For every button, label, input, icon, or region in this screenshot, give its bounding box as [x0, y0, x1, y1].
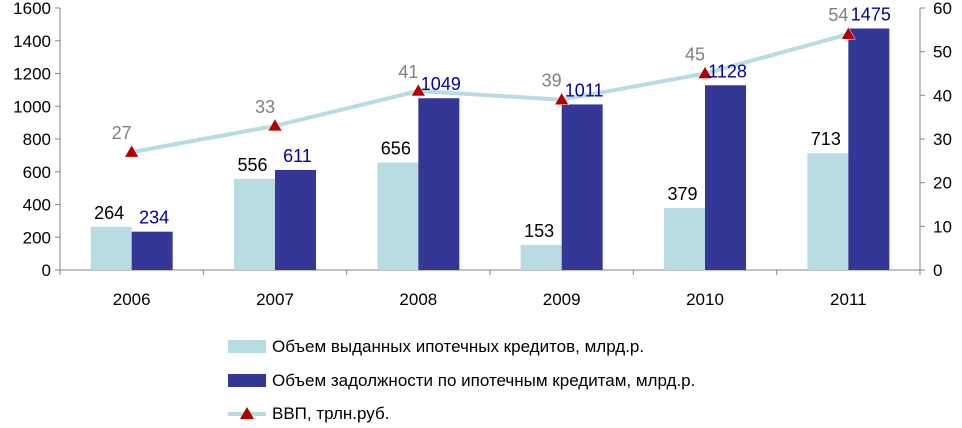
left-tick-label: 0	[42, 261, 51, 280]
left-tick-label: 1000	[13, 97, 51, 116]
data-label-gdp: 27	[112, 123, 132, 143]
x-tick-label: 2010	[686, 290, 724, 309]
data-label-issued: 153	[524, 221, 554, 241]
data-label-gdp: 45	[685, 45, 705, 65]
x-tick-label: 2008	[399, 290, 437, 309]
bar-debt	[131, 231, 173, 270]
legend-swatch-gdp-marker	[240, 407, 254, 419]
bar-debt	[418, 98, 460, 270]
bar-issued	[90, 226, 132, 270]
data-labels: 264 556 656 153 379 713 234 611 1049 1011 1128 1475…	[94, 4, 891, 240]
data-label-issued: 264	[94, 203, 124, 223]
data-label-debt: 1475	[851, 4, 891, 24]
x-tick-label: 2009	[543, 290, 581, 309]
data-label-gdp: 33	[255, 97, 275, 117]
bar-debt	[561, 104, 603, 270]
right-tick-label: 20	[933, 174, 952, 193]
bar-issued	[234, 178, 275, 270]
gdp-marker	[554, 92, 570, 105]
data-label-gdp: 39	[542, 71, 562, 91]
data-label-gdp: 41	[398, 62, 418, 82]
bar-issued	[664, 207, 705, 270]
x-tick-label: 2006	[113, 290, 151, 309]
legend-label-gdp: ВВП, трлн.руб.	[272, 404, 389, 423]
data-label-issued: 713	[811, 129, 841, 149]
right-tick-label: 10	[933, 217, 952, 236]
right-tick-label: 60	[933, 0, 952, 18]
right-axis: 0 10 20 30 40 50 60	[919, 0, 952, 280]
bars	[90, 28, 890, 270]
x-tick-label: 2007	[256, 290, 294, 309]
gdp-marker	[840, 26, 856, 40]
right-tick-label: 40	[933, 86, 952, 105]
bar-debt	[848, 28, 890, 270]
gdp-marker	[267, 118, 283, 132]
x-tick-label: 2011	[830, 290, 867, 309]
data-label-issued: 656	[381, 139, 411, 159]
bar-issued	[377, 162, 419, 270]
data-label-debt: 611	[283, 146, 312, 166]
x-axis: 2006 2007 2008 2009 2010 2011	[59, 269, 921, 309]
left-tick-label: 400	[23, 196, 51, 215]
legend-label-issued: Объем выданных ипотечных кредитов, млрд.…	[272, 337, 644, 356]
legend-swatch-debt	[228, 374, 266, 387]
data-label-debt: 1128	[708, 61, 747, 81]
legend-swatch-issued	[228, 340, 266, 353]
data-label-debt: 234	[139, 208, 169, 228]
left-tick-label: 1600	[13, 0, 51, 18]
data-label-issued: 379	[667, 184, 697, 204]
left-tick-label: 800	[23, 130, 51, 149]
right-tick-label: 30	[933, 130, 952, 149]
data-label-debt: 1011	[565, 80, 604, 100]
legend: Объем выданных ипотечных кредитов, млрд.…	[228, 337, 695, 423]
gdp-marker	[410, 83, 426, 97]
gdp-marker	[124, 144, 140, 158]
right-tick-label: 50	[933, 43, 952, 62]
gdp-marker	[697, 66, 713, 79]
left-tick-label: 1400	[13, 32, 51, 51]
gdp-series-line	[131, 32, 849, 155]
gdp-line	[124, 26, 856, 158]
data-label-debt: 1049	[421, 74, 461, 94]
left-tick-label: 200	[23, 228, 51, 247]
left-axis: 0 200 400 600 800 1000 1200 1400 1600	[13, 0, 61, 280]
data-label-issued: 556	[237, 155, 267, 175]
legend-label-debt: Объем задолжности по ипотечным кредитам,…	[272, 371, 695, 390]
right-tick-label: 0	[933, 261, 942, 280]
left-tick-label: 1200	[13, 65, 51, 84]
data-label-gdp: 54	[828, 5, 848, 25]
left-tick-label: 600	[23, 163, 51, 182]
bar-issued	[807, 153, 849, 270]
bar-debt	[705, 85, 746, 270]
bar-debt	[275, 169, 316, 270]
bar-issued	[520, 244, 562, 270]
